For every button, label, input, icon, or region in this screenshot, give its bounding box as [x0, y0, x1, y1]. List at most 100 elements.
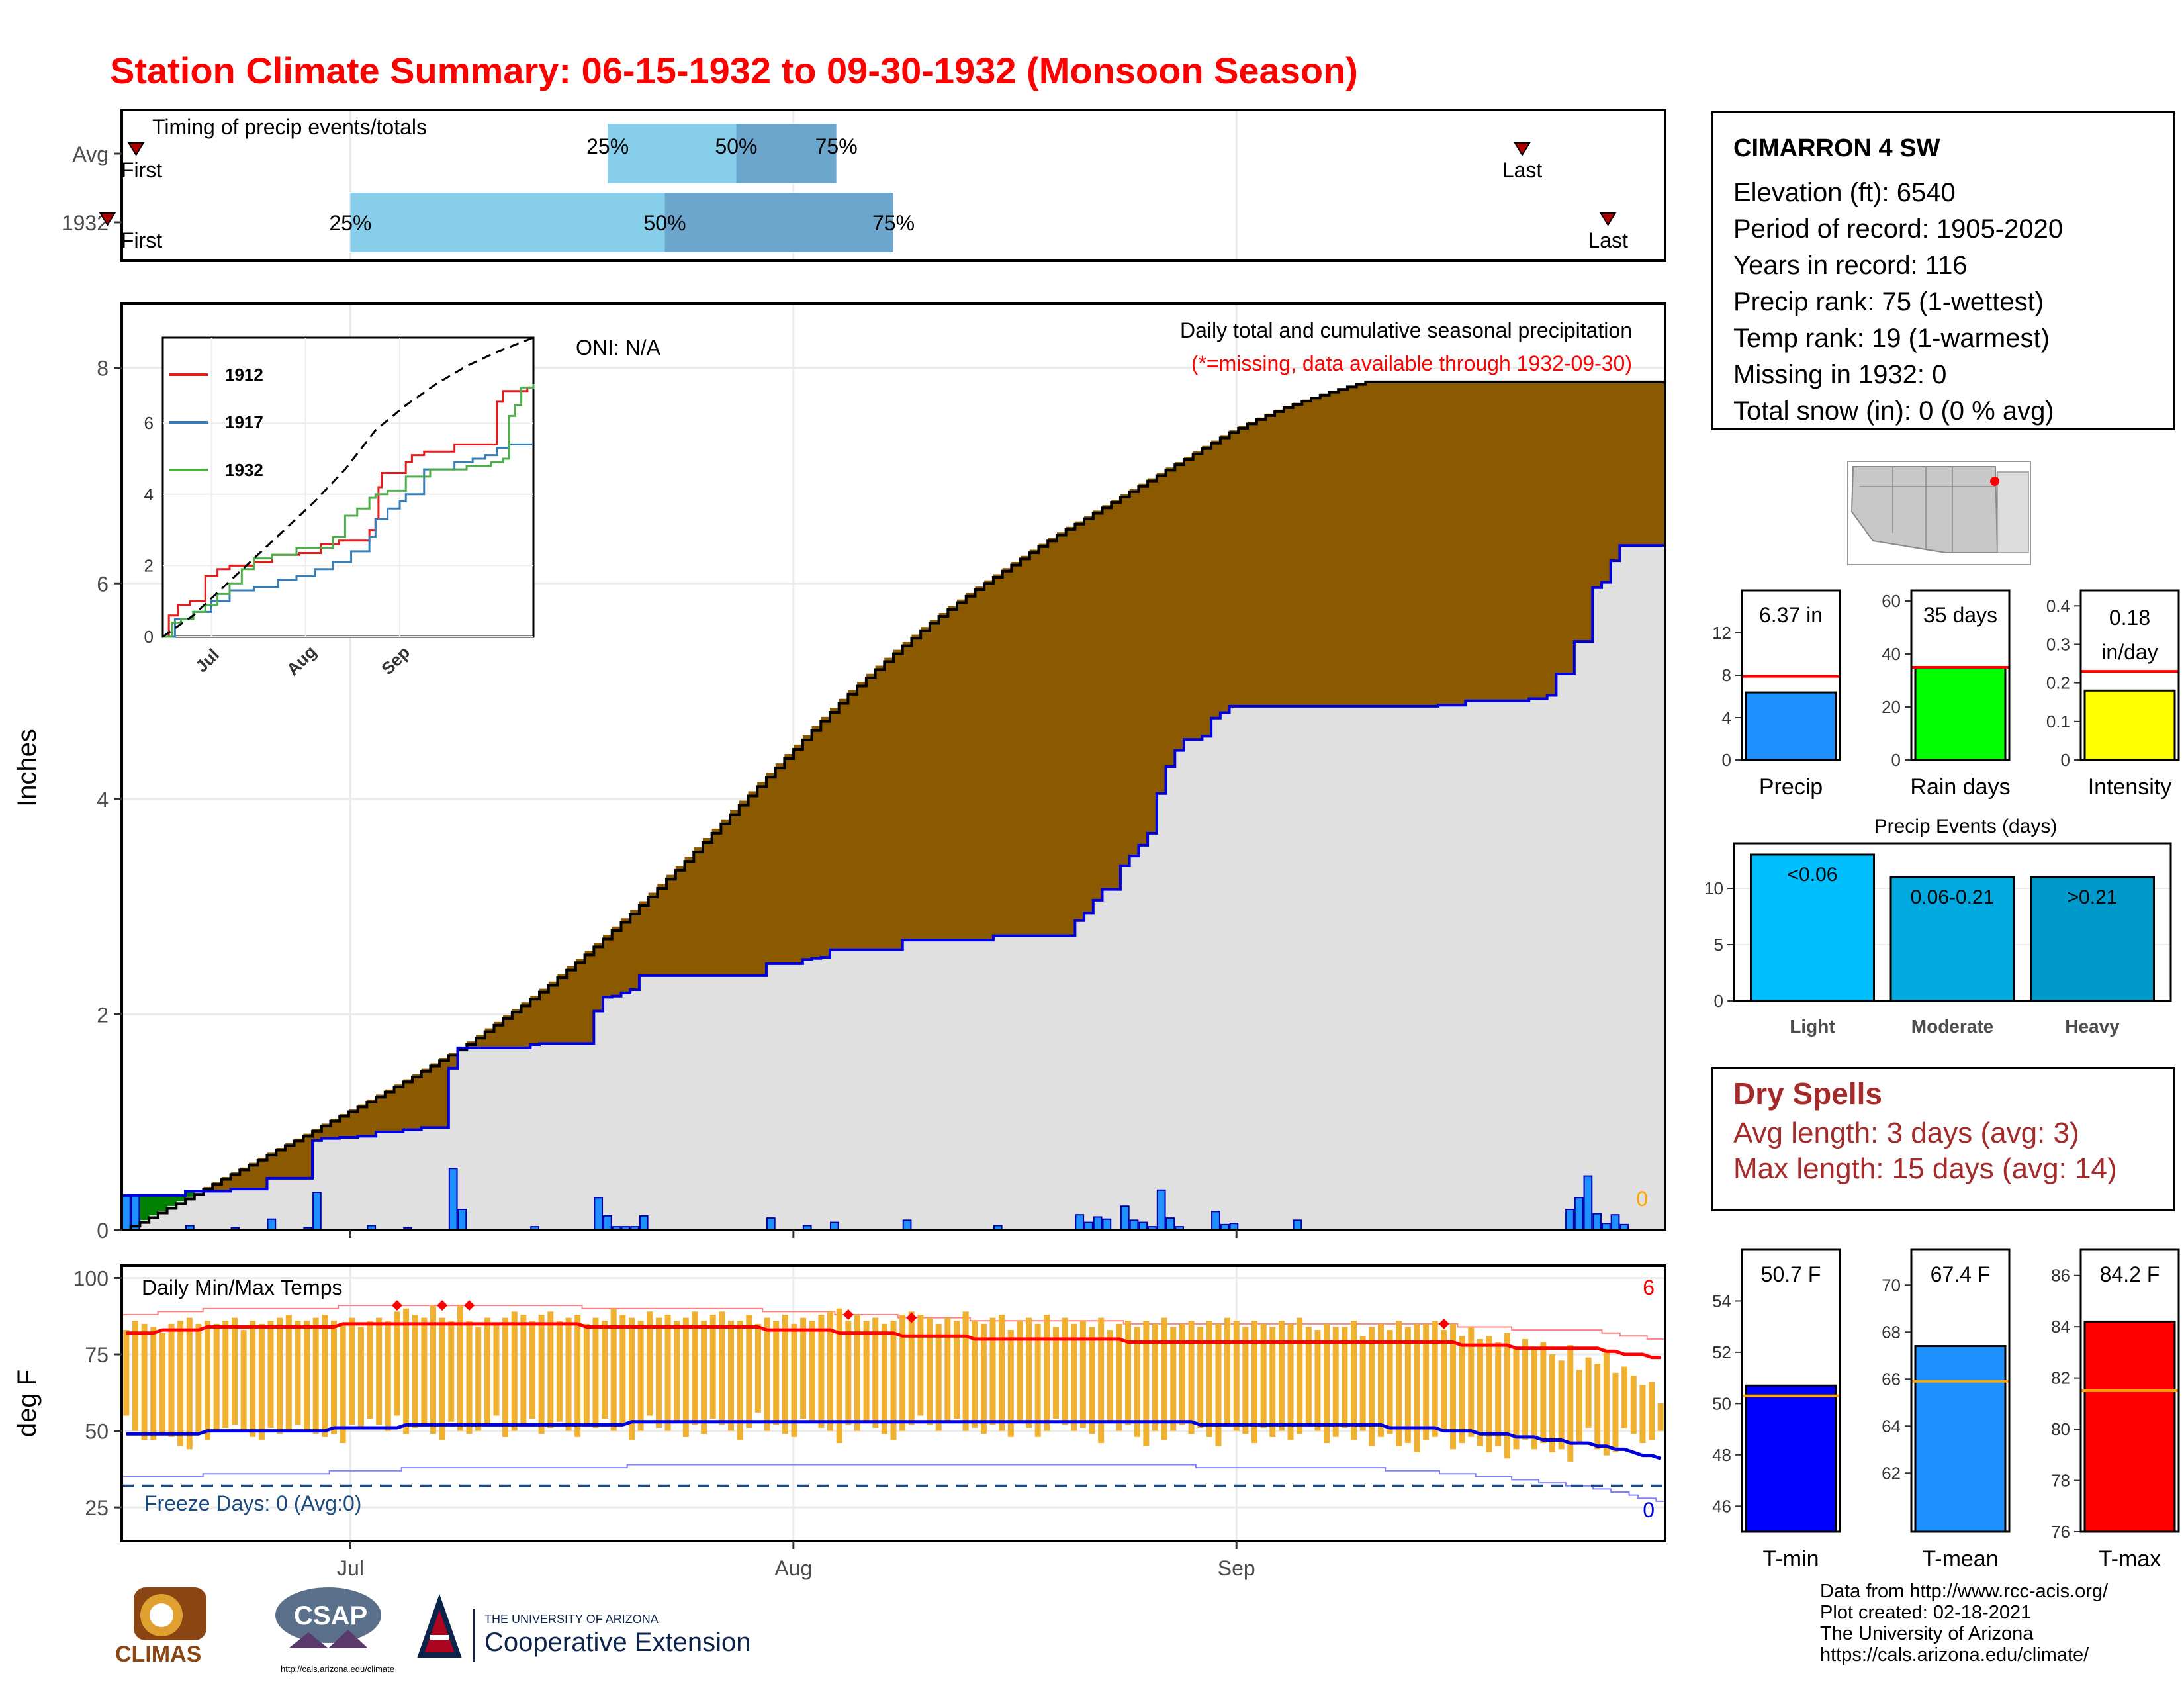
cum-diff-fill	[1111, 500, 1121, 890]
first-label: First	[121, 228, 162, 252]
y-tick-label: 0	[97, 1219, 109, 1243]
timing-percent-label: 25%	[586, 134, 629, 158]
temp-title: Daily Min/Max Temps	[142, 1276, 342, 1299]
daily-temp-bar	[502, 1317, 509, 1437]
gauge-tick-label: 40	[1882, 644, 1901, 664]
cum-diff-fill	[240, 1167, 250, 1190]
events-category-label: Heavy	[2065, 1016, 2120, 1037]
cum-diff-fill	[848, 690, 858, 950]
avg-max-line	[126, 1322, 1661, 1360]
cum-diff-fill	[757, 782, 767, 976]
daily-temp-bar	[917, 1314, 924, 1416]
timing-title: Timing of precip events/totals	[152, 115, 427, 139]
cum-diff-fill	[694, 847, 704, 976]
daily-temp-bar	[1079, 1321, 1086, 1428]
station-years: Years in record: 116	[1733, 251, 1968, 280]
gauge-value-bar	[2083, 689, 2176, 761]
gauge-tick-label: 52	[1712, 1342, 1731, 1362]
daily-temp-bar	[1188, 1321, 1195, 1434]
events-bar-label: <0.06	[1788, 864, 1838, 886]
y-tick-label: 8	[97, 357, 109, 381]
footer-line: Plot created: 02-18-2021	[1820, 1602, 2032, 1623]
daily-temp-bar	[538, 1314, 545, 1434]
cum-diff-fill	[648, 892, 658, 976]
daily-temp-bar	[250, 1321, 256, 1437]
gauge-value-bar	[1914, 666, 2007, 761]
daily-temp-bar	[1549, 1354, 1556, 1452]
daily-temp-bar	[610, 1308, 617, 1431]
gauge-value-bar	[1745, 691, 1837, 761]
cum-diff-fill	[512, 1009, 522, 1048]
gauge-tick-label: 86	[2051, 1266, 2070, 1286]
daily-temp-bar	[1278, 1321, 1285, 1431]
timing-percent-label: 25%	[329, 211, 371, 235]
cum-diff-fill	[1338, 388, 1348, 706]
gauge-tick-label: 54	[1712, 1291, 1731, 1311]
daily-temp-bar	[1224, 1317, 1231, 1425]
daily-temp-bar	[1269, 1327, 1276, 1437]
oni-label: ONI: N/A	[576, 336, 661, 359]
daily-temp-bar	[457, 1305, 463, 1431]
daily-temp-bar	[312, 1317, 319, 1434]
cum-diff-fill	[376, 1094, 386, 1132]
events-tick-label: 5	[1714, 935, 1723, 955]
daily-temp-bar	[132, 1321, 138, 1431]
cum-diff-fill	[548, 981, 559, 1044]
daily-temp-bar	[728, 1321, 735, 1431]
daily-temp-bar	[854, 1314, 860, 1431]
cum-diff-fill	[1537, 381, 1548, 699]
first-marker	[127, 142, 145, 156]
cum-diff-fill	[1093, 510, 1103, 900]
gauge-tick-label: 0	[1722, 750, 1731, 770]
cum-diff-fill	[1129, 489, 1139, 857]
daily-temp-bar	[186, 1317, 193, 1450]
gauge-tick-label: 62	[1882, 1463, 1901, 1483]
daily-temp-bar	[277, 1317, 283, 1434]
daily-temp-bar	[881, 1323, 887, 1434]
daily-temp-bar	[466, 1321, 473, 1434]
daily-temp-bar	[1441, 1330, 1447, 1431]
timing-bar-25-50	[350, 193, 665, 252]
y-tick-label: 100	[73, 1266, 109, 1290]
daily-temp-bar	[782, 1314, 788, 1434]
csap-text: CSAP	[294, 1601, 367, 1630]
daily-temp-bar	[1540, 1342, 1547, 1444]
cum-diff-fill	[1056, 532, 1067, 936]
daily-temp-bar	[421, 1317, 428, 1425]
gauge-tick-label: 64	[1882, 1416, 1901, 1436]
record-high-marker	[1438, 1318, 1449, 1329]
inset-y-label: 4	[144, 485, 154, 504]
cum-diff-fill	[530, 995, 540, 1045]
daily-temp-bar	[141, 1323, 148, 1440]
cum-diff-fill	[185, 1191, 195, 1197]
cum-diff-fill	[1283, 406, 1294, 706]
daily-temp-bar	[1206, 1321, 1212, 1437]
daily-temp-bar	[511, 1311, 518, 1431]
cumulative-precip-chart: 0 2 4 6 8 Inches Daily total and cumulative se…	[13, 302, 1666, 1243]
daily-temp-bar	[818, 1314, 825, 1428]
gauge-tick-label: 76	[2051, 1522, 2070, 1542]
daily-temp-bar	[1089, 1327, 1095, 1434]
ua-line1: THE UNIVERSITY OF ARIZONA	[484, 1613, 659, 1626]
daily-temp-bar	[1044, 1314, 1050, 1431]
timing-bar-25-50	[608, 124, 737, 183]
cum-diff-fill	[1429, 381, 1439, 706]
daily-temp-bar	[863, 1321, 870, 1422]
cum-diff-fill	[702, 837, 713, 976]
cum-diff-fill	[412, 1074, 422, 1130]
cum-diff-fill	[503, 1015, 513, 1048]
events-category-label: Light	[1790, 1016, 1835, 1037]
y-tick-label: 25	[85, 1496, 109, 1520]
dry-spells-heading: Dry Spells	[1733, 1076, 1882, 1111]
cum-diff-fill	[839, 698, 849, 950]
daily-temp-bar	[1513, 1348, 1520, 1450]
daily-temp-bar	[1287, 1323, 1294, 1440]
cum-diff-fill	[1138, 483, 1148, 845]
cum-diff-fill	[1148, 478, 1158, 833]
cum-diff-fill	[303, 1133, 313, 1178]
daily-temp-bar	[168, 1323, 175, 1437]
cum-diff-fill	[884, 657, 894, 950]
gauge-border	[1910, 589, 2011, 761]
daily-temp-bar	[1143, 1321, 1150, 1446]
cum-diff-fill	[1265, 413, 1275, 706]
